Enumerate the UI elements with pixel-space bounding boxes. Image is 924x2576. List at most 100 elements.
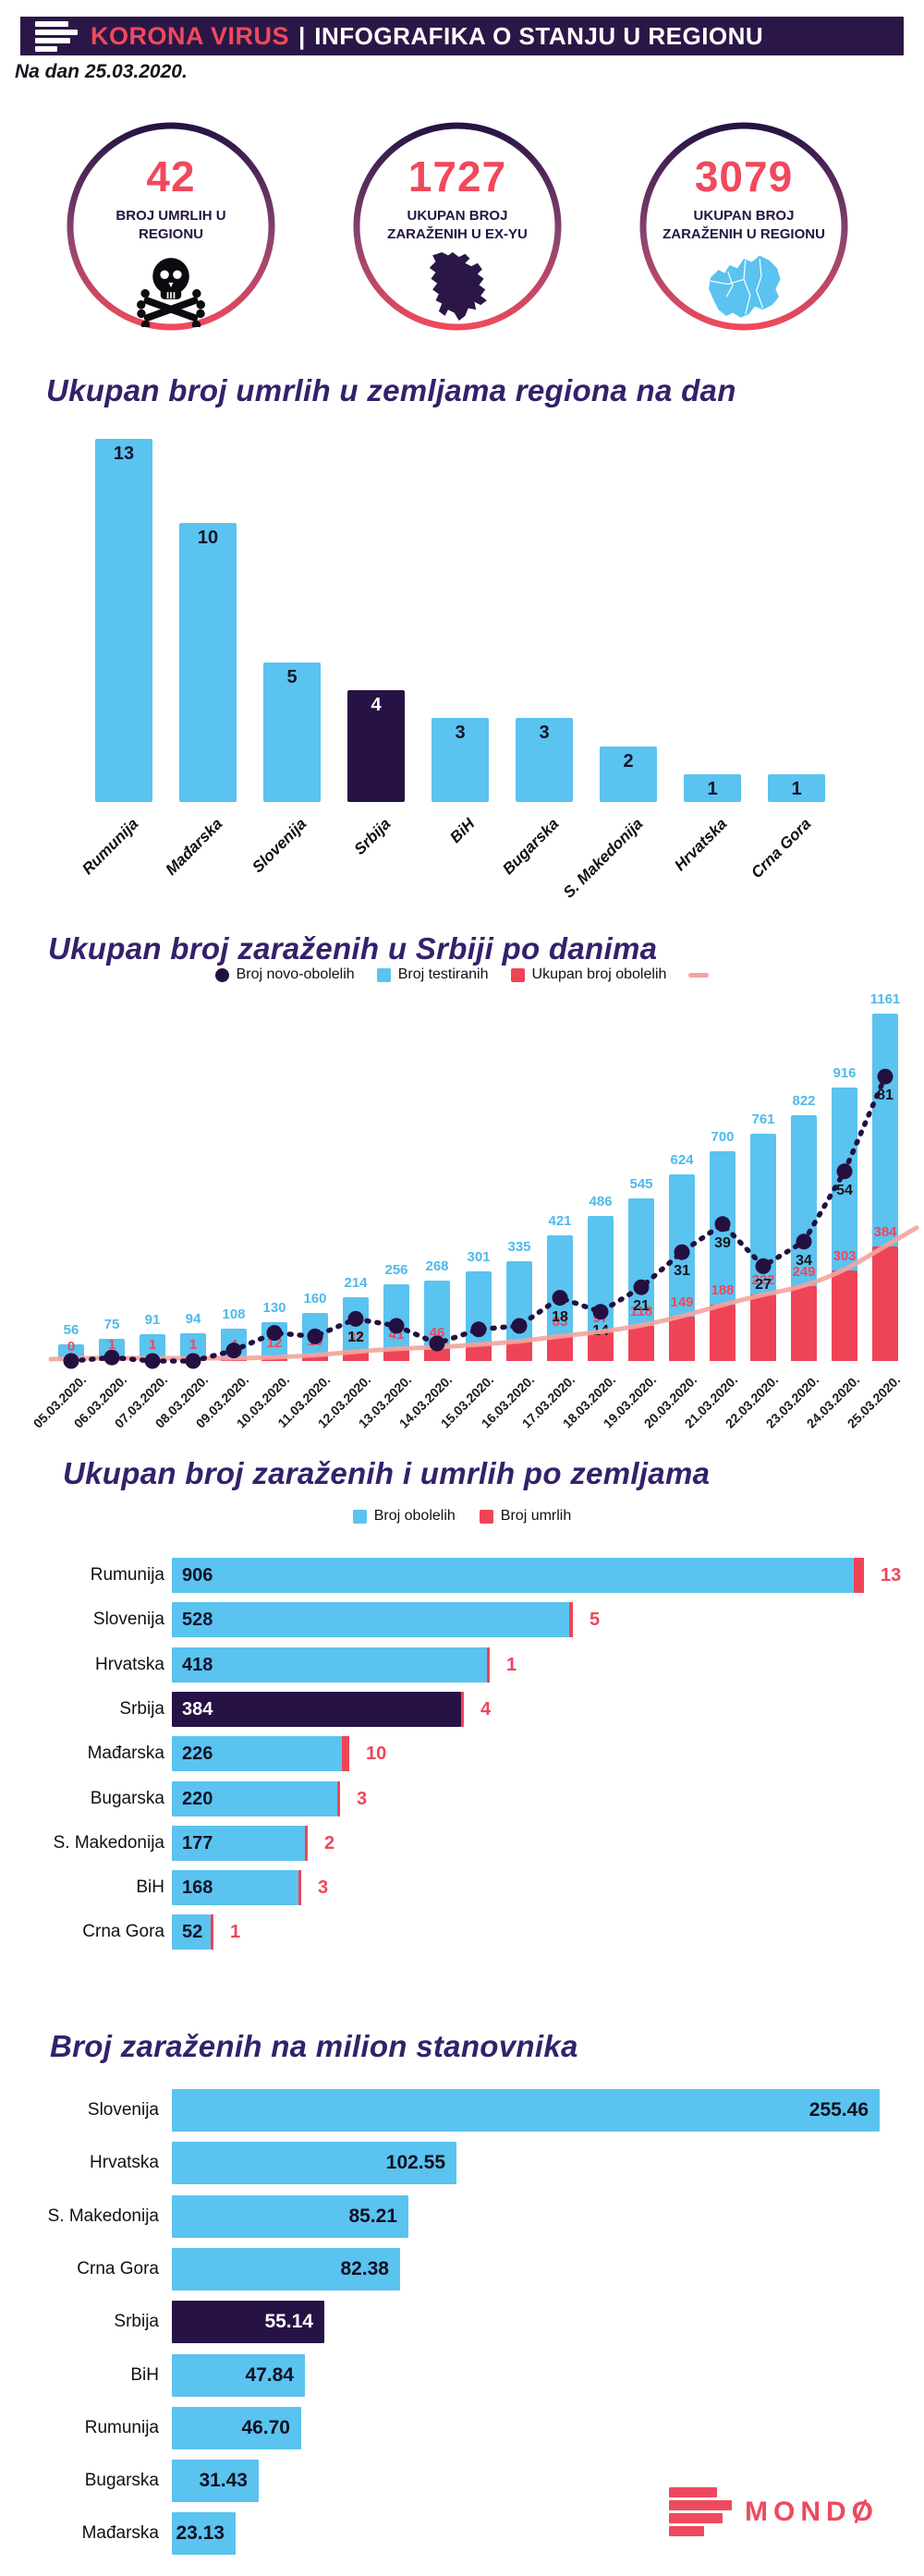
region-map-icon — [638, 248, 850, 327]
deaths-tip-S. Makedonija — [305, 1826, 308, 1861]
cases-value-label: 906 — [182, 1565, 213, 1586]
axis-label-Slovenija: Slovenija — [249, 815, 310, 877]
bar-Crna Gora: 1 — [768, 774, 825, 802]
deaths-value-label: 3 — [318, 1877, 329, 1898]
data-point-dot — [225, 1343, 242, 1359]
legend-label: Ukupan broj obolelih — [531, 966, 667, 982]
per-million-value-label: 47.84 — [245, 2364, 294, 2386]
new-cases-value-label: 81 — [877, 1088, 894, 1104]
deaths-tip-BiH — [298, 1870, 301, 1905]
cases-bar-18.03.2020. — [588, 1332, 614, 1361]
tested-value-label: 335 — [507, 1239, 531, 1255]
data-point-dot — [633, 1279, 650, 1295]
cases-bar-20.03.2020. — [669, 1317, 695, 1361]
cases-value-label: 249 — [792, 1264, 816, 1280]
bar-value-label: 13 — [113, 444, 135, 464]
cases-bar-22.03.2020. — [750, 1294, 776, 1361]
cases-bar-13.03.2020. — [383, 1349, 409, 1361]
tested-value-label: 761 — [751, 1112, 775, 1127]
deaths-value-label: 13 — [881, 1565, 902, 1586]
chart4-title: Broj zaraženih na milion stanovnika — [50, 2029, 578, 2063]
deaths-value-label: 5 — [590, 1610, 601, 1630]
cases-value-label: 528 — [182, 1610, 213, 1630]
bar-value-label: 3 — [455, 723, 466, 743]
per-million-bar-Srbija: 55.14 — [172, 2301, 324, 2343]
legend-label: Broj testiranih — [397, 966, 489, 982]
data-point-dot — [755, 1258, 772, 1274]
legend-square-swatch — [479, 1509, 493, 1524]
bar-value-label: 1 — [791, 779, 802, 799]
cases-bar-Crna Gora: 52 — [172, 1914, 211, 1950]
stat-value: 3079 — [694, 152, 794, 200]
tested-value-label: 108 — [222, 1306, 246, 1322]
chart2-overlay — [48, 1068, 919, 1369]
category-label-Rumunija: Rumunija — [84, 2418, 159, 2437]
cases-value-label: 118 — [629, 1304, 653, 1319]
deaths-tip-Hrvatska — [487, 1647, 490, 1683]
per-million-bar-Crna Gora: 82.38 — [172, 2248, 400, 2290]
stat-circle-deaths: 42 BROJ UMRLIH U REGIONU — [65, 120, 277, 333]
stat-label: BROJ UMRLIH U REGIONU — [116, 208, 226, 242]
per-million-value-label: 85.21 — [348, 2205, 397, 2227]
data-point-dot — [429, 1335, 445, 1352]
deaths-value-label: 3 — [357, 1789, 368, 1809]
cases-bar-23.03.2020. — [791, 1286, 817, 1361]
cases-value-label: 83 — [552, 1314, 568, 1330]
bar-Bugarska: 3 — [516, 718, 573, 802]
legend-label: Broj novo-obolelih — [236, 966, 355, 982]
tested-value-label: 421 — [548, 1213, 572, 1229]
mondo-logo-text: MONDO — [745, 2497, 879, 2528]
category-label-Hrvatska: Hrvatska — [90, 2153, 159, 2172]
data-point-dot — [266, 1325, 283, 1342]
per-million-bar-Hrvatska: 102.55 — [172, 2142, 456, 2184]
category-label-S. Makedonija: S. Makedonija — [47, 2206, 159, 2226]
bar-value-label: 2 — [623, 751, 634, 772]
tested-value-label: 214 — [344, 1275, 368, 1291]
logo-bar — [35, 29, 78, 35]
per-million-value-label: 255.46 — [808, 2099, 869, 2120]
new-cases-dotted-line — [68, 1074, 888, 1364]
mondo-logo-word: MONDO — [745, 2496, 879, 2527]
per-million-bar-Slovenija: 255.46 — [172, 2089, 880, 2132]
per-million-value-label: 55.14 — [264, 2311, 313, 2332]
cases-value-label: 1 — [148, 1337, 157, 1353]
category-label-Rumunija: Rumunija — [90, 1565, 164, 1585]
cases-value-label: 52 — [182, 1922, 203, 1942]
stat-label: UKUPAN BROJ ZARAŽENIH U REGIONU — [663, 208, 825, 242]
data-point-dot — [103, 1349, 120, 1366]
cases-value-label: 0 — [67, 1339, 76, 1355]
axis-label-Srbija: Srbija — [350, 815, 395, 858]
bar-Rumunija: 13 — [95, 439, 152, 802]
per-million-value-label: 102.55 — [385, 2152, 445, 2173]
chart-cases-deaths-by-country: Rumunija 906 13 Slovenija 528 5 Hrvatska 418 1 Sr… — [0, 1558, 924, 1955]
cases-bar-Mađarska: 226 — [172, 1736, 342, 1771]
logo-bar — [35, 37, 70, 43]
per-million-value-label: 82.38 — [340, 2258, 389, 2279]
cases-value-label: 177 — [182, 1833, 213, 1853]
data-point-dot — [63, 1353, 79, 1369]
deaths-tip-Mađarska — [342, 1736, 349, 1771]
cases-bar-Bugarska: 220 — [172, 1781, 337, 1817]
skull-crossbones-icon — [65, 248, 277, 327]
legend-item: Broj umrlih — [479, 1508, 571, 1525]
logo-bar — [669, 2513, 723, 2523]
stat-circle-exyu: 1727 UKUPAN BROJ ZARAŽENIH U EX-YU — [351, 120, 564, 333]
cases-bar-17.03.2020. — [547, 1336, 573, 1361]
chart-cases-per-million: Slovenija 255.46 Hrvatska 102.55 S. Makedoni… — [0, 2089, 924, 2560]
tested-value-label: 822 — [792, 1093, 816, 1109]
cases-bar-BiH: 168 — [172, 1870, 298, 1905]
cases-value-label: 149 — [670, 1294, 694, 1310]
cases-bar-Srbija: 384 — [172, 1692, 461, 1727]
cases-bar-25.03.2020. — [872, 1246, 898, 1361]
legend-item: Broj obolelih — [352, 1508, 456, 1525]
data-point-dot — [144, 1353, 161, 1369]
data-point-dot — [347, 1310, 364, 1327]
per-million-bar-Rumunija: 46.70 — [172, 2407, 301, 2449]
tested-value-label: 1161 — [869, 991, 901, 1007]
data-point-dot — [877, 1068, 894, 1085]
cases-bar-19.03.2020. — [628, 1326, 654, 1361]
deaths-tip-Srbija — [461, 1692, 464, 1727]
bar-value-label: 5 — [286, 667, 298, 687]
header-bar: KORONA VIRUS | INFOGRAFIKA O STANJU U RE… — [20, 17, 904, 55]
chart-deaths-by-country: 13 Rumunija 10 Mađarska 5 Slovenija 4 Srbija 3 Bi… — [79, 439, 839, 902]
